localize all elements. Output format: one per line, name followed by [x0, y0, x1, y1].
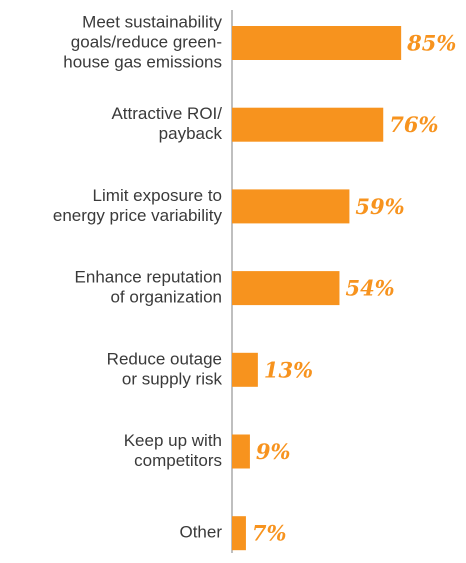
value-label: 9%	[256, 439, 291, 464]
category-label: competitors	[134, 451, 222, 470]
category-label: Attractive ROI/	[111, 104, 222, 123]
category-label: or supply risk	[122, 369, 223, 388]
category-label: Reduce outage	[107, 349, 222, 368]
value-label: 13%	[264, 357, 313, 382]
category-label: Keep up with	[124, 431, 222, 450]
category-label: of organization	[110, 288, 222, 307]
value-label: 76%	[389, 112, 438, 137]
bar	[232, 107, 384, 142]
bar	[232, 189, 350, 224]
value-label: 59%	[355, 194, 404, 219]
value-label: 7%	[252, 521, 287, 546]
category-label: Limit exposure to	[93, 186, 222, 205]
category-label: energy price variability	[53, 206, 223, 225]
bar	[232, 434, 250, 469]
bar	[232, 26, 402, 60]
value-label: 54%	[345, 276, 394, 301]
category-label: goals/reduce green-	[71, 32, 222, 51]
category-label: Other	[179, 523, 222, 542]
bar	[232, 516, 246, 551]
bar	[232, 271, 340, 306]
bar	[232, 352, 258, 387]
category-label: Meet sustainability	[82, 12, 222, 31]
value-label: 85%	[406, 31, 456, 56]
category-label: Enhance reputation	[75, 268, 222, 287]
category-label: payback	[159, 124, 223, 143]
category-label: house gas emissions	[63, 52, 222, 71]
